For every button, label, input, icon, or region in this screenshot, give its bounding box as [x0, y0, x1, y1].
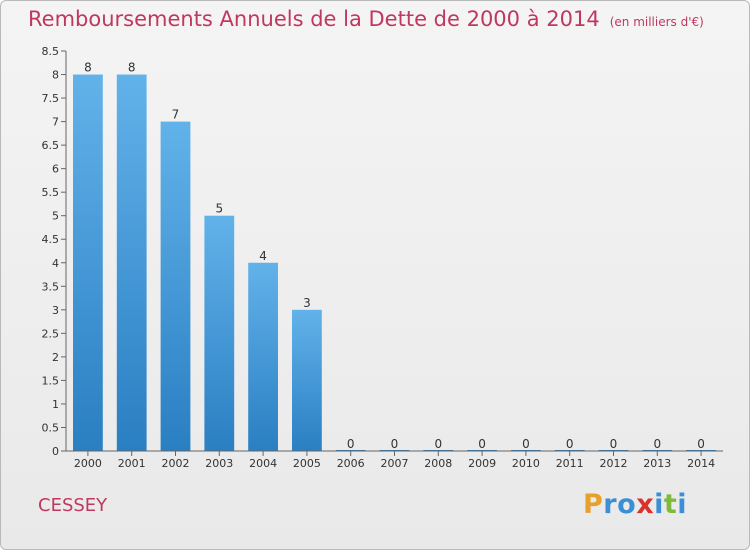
y-tick-label: 6.5 — [42, 139, 60, 152]
y-tick-label: 4.5 — [42, 233, 60, 246]
data-label: 8 — [128, 61, 136, 75]
x-tick-label: 2000 — [74, 457, 102, 470]
bar — [204, 215, 235, 451]
data-label: 0 — [478, 437, 486, 451]
logo-letter: i — [654, 489, 664, 520]
y-tick-label: 3 — [52, 304, 59, 317]
bar — [160, 121, 191, 452]
x-tick-label: 2011 — [556, 457, 584, 470]
y-tick-label: 2 — [52, 351, 59, 364]
data-label: 0 — [610, 437, 618, 451]
y-tick-label: 5 — [52, 210, 59, 223]
y-tick-label: 2.5 — [42, 327, 60, 340]
x-tick-label: 2012 — [600, 457, 628, 470]
x-tick-label: 2010 — [512, 457, 540, 470]
x-tick-label: 2008 — [424, 457, 452, 470]
data-label: 0 — [653, 437, 661, 451]
y-tick-label: 0.5 — [42, 421, 60, 434]
x-tick-label: 2014 — [687, 457, 715, 470]
bars: 8 8 7 5 4 3 0 0 0 0 0 0 0 0 0 — [73, 61, 716, 452]
x-tick-label: 2007 — [381, 457, 409, 470]
proxiti-logo[interactable]: Proxiti — [583, 489, 687, 520]
logo-letter: t — [663, 489, 678, 520]
x-tick-label: 2006 — [337, 457, 365, 470]
title-main: Remboursements Annuels de la Dette de 20… — [28, 7, 600, 31]
y-tick-label: 1.5 — [42, 374, 60, 387]
y-tick-label: 6 — [52, 163, 59, 176]
y-tick-label: 7 — [52, 116, 59, 129]
logo-letter: x — [636, 489, 655, 520]
data-label: 0 — [434, 437, 442, 451]
data-label: 0 — [522, 437, 530, 451]
y-tick-label: 8 — [52, 69, 59, 82]
y-tick-label: 4 — [52, 257, 59, 270]
data-label: 8 — [84, 61, 92, 75]
logo-letter: r — [603, 489, 618, 520]
y-tick-label: 5.5 — [42, 186, 60, 199]
x-tick-label: 2001 — [118, 457, 146, 470]
logo-letter: i — [677, 489, 688, 520]
bar — [73, 74, 103, 451]
x-tick-label: 2013 — [643, 457, 671, 470]
y-tick-label: 8.5 — [42, 45, 60, 58]
y-tick-label: 0 — [52, 445, 59, 458]
x-tick-label: 2005 — [293, 457, 321, 470]
data-label: 3 — [303, 296, 311, 310]
data-label: 0 — [697, 437, 705, 451]
bar — [248, 262, 278, 451]
commune-name: CESSEY — [38, 495, 108, 516]
data-label: 0 — [347, 437, 355, 451]
x-tick-label: 2002 — [162, 457, 190, 470]
x-tick-label: 2004 — [249, 457, 277, 470]
logo-letter: P — [583, 489, 604, 520]
data-label: 5 — [215, 202, 223, 216]
x-axis: 2000 2001 2002 2003 2004 2005 2006 2007 2008 2009… — [66, 450, 723, 470]
logo-letter: o — [617, 489, 637, 520]
y-tick-label: 3.5 — [42, 280, 60, 293]
chart-title: Remboursements Annuels de la Dette de 20… — [28, 7, 704, 31]
title-unit: (en milliers d'€) — [609, 15, 704, 29]
y-tick-label: 7.5 — [42, 92, 60, 105]
data-label: 7 — [172, 108, 180, 122]
bar — [292, 309, 322, 451]
data-label: 4 — [259, 249, 267, 263]
data-label: 0 — [391, 437, 399, 451]
data-label: 0 — [566, 437, 574, 451]
x-tick-label: 2003 — [205, 457, 233, 470]
x-tick-label: 2009 — [468, 457, 496, 470]
y-axis: 0 0.5 1 1.5 2 2.5 3 3.5 4 4.5 5 5.5 6 6.5 7 7.5 8 8.5 — [42, 45, 67, 458]
bar — [116, 74, 147, 451]
y-tick-label: 1 — [52, 398, 59, 411]
